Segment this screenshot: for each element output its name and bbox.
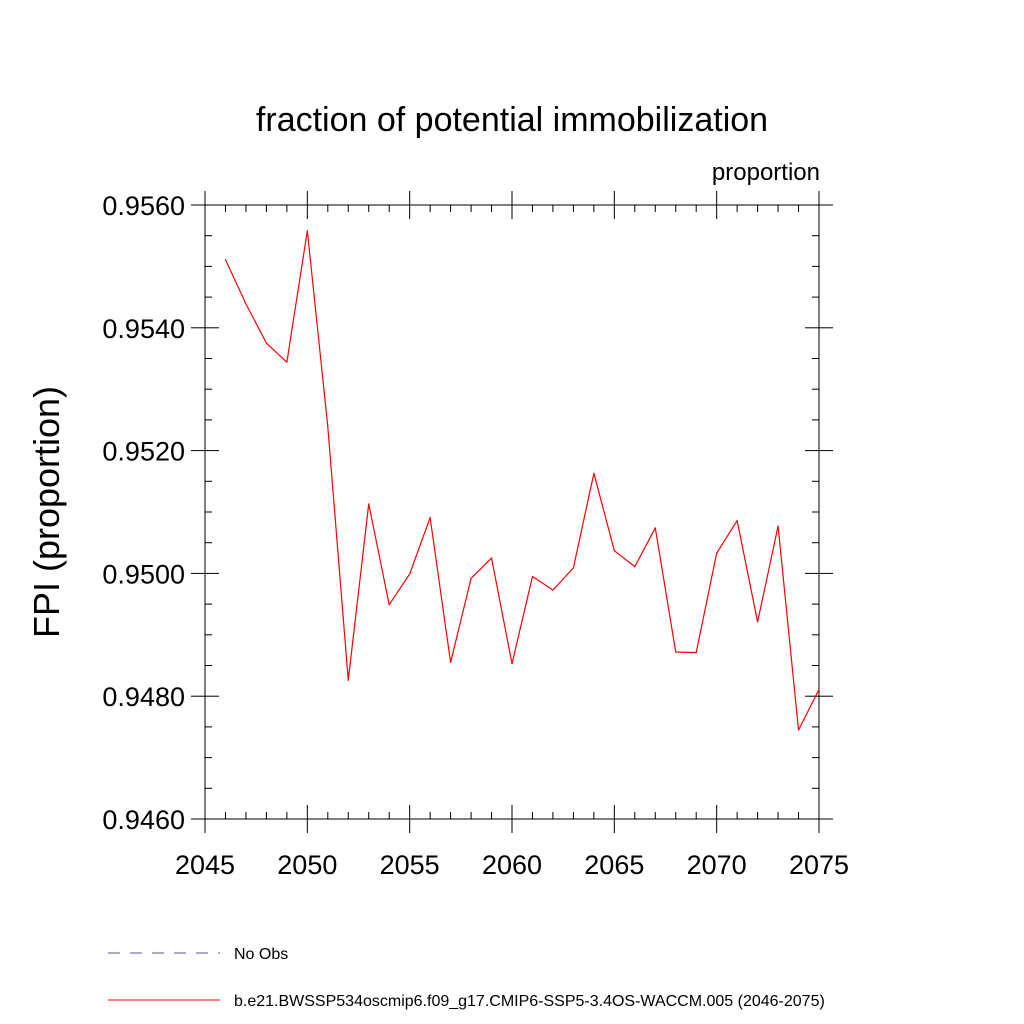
data-point <box>511 663 513 665</box>
data-point <box>593 472 595 474</box>
data-point <box>429 516 431 519</box>
series-group <box>224 230 820 731</box>
legend-label: b.e21.BWSSP534oscmip6.f09_g17.CMIP6-SSP5… <box>234 993 825 1010</box>
data-point <box>654 527 656 529</box>
data-point <box>777 525 779 527</box>
chart-title: fraction of potential immobilization <box>256 101 768 139</box>
data-point <box>327 426 329 428</box>
data-point <box>409 573 411 575</box>
x-tick-label: 2045 <box>175 850 235 880</box>
data-point <box>347 679 349 681</box>
data-point <box>368 503 370 505</box>
data-point <box>634 566 636 568</box>
data-point <box>388 604 390 606</box>
data-point <box>797 729 800 731</box>
y-tick-label: 0.9540 <box>102 314 185 344</box>
data-point <box>531 575 534 578</box>
y-tick-label: 0.9560 <box>102 191 185 221</box>
data-point <box>552 589 554 591</box>
data-point <box>818 688 820 691</box>
legend: No Obs b.e21.BWSSP534oscmip6.f09_g17.CMIP… <box>108 946 825 1010</box>
x-tick-label: 2060 <box>482 850 542 880</box>
series-line <box>224 230 820 731</box>
data-point <box>695 652 697 654</box>
y-tick-label: 0.9520 <box>102 437 185 467</box>
data-point <box>572 567 575 569</box>
x-tick-label: 2055 <box>380 850 440 880</box>
x-tick-label: 2065 <box>584 850 644 880</box>
data-point <box>757 621 759 623</box>
x-tick-label: 2050 <box>277 850 337 880</box>
x-tick-label: 2075 <box>789 850 849 880</box>
data-point <box>490 557 493 559</box>
legend-label: No Obs <box>234 946 288 963</box>
chart-subtitle: proportion <box>712 159 820 186</box>
data-point <box>245 303 247 305</box>
data-point <box>450 661 452 664</box>
x-axis: 2045 2050 2055 2060 2065 2070 2075 <box>175 191 849 880</box>
y-axis: 0.9460 0.9480 0.9500 0.9520 0.9540 0.9560 <box>102 191 833 835</box>
data-point <box>613 550 615 552</box>
y-tick-label: 0.9460 <box>102 805 185 835</box>
data-point <box>224 259 227 261</box>
y-axis-label: FPI (proportion) <box>26 386 67 638</box>
x-tick-label: 2070 <box>687 850 747 880</box>
data-point <box>716 552 718 554</box>
y-tick-label: 0.9480 <box>102 682 185 712</box>
y-tick-label: 0.9500 <box>102 559 185 589</box>
data-point <box>470 577 472 579</box>
data-point <box>736 520 738 522</box>
data-point <box>265 342 267 344</box>
data-point <box>675 651 677 653</box>
data-point <box>286 361 288 363</box>
data-point <box>306 230 308 232</box>
